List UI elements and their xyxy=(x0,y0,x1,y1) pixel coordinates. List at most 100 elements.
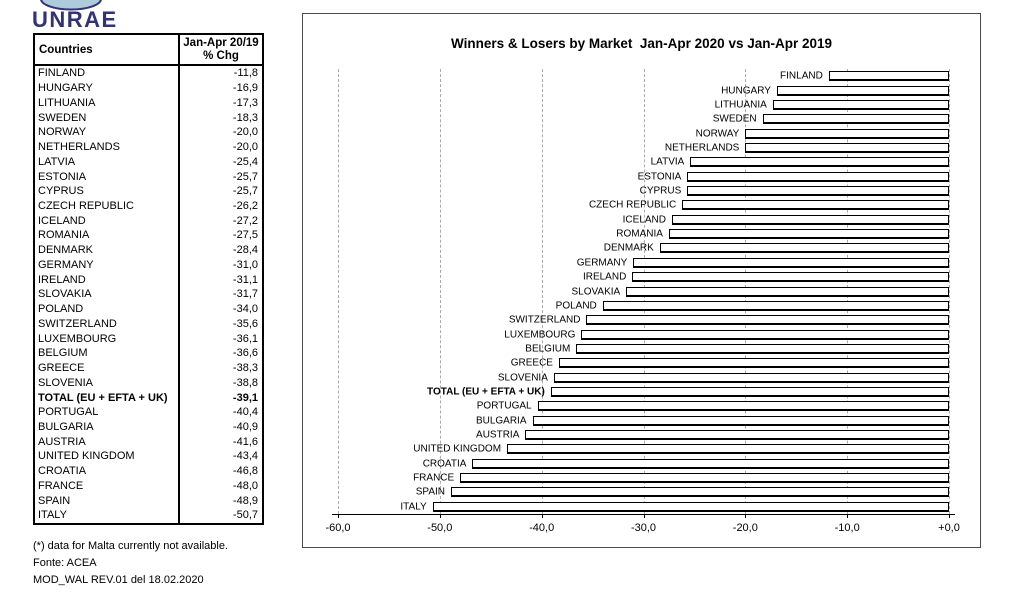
footnote-source: Fonte: ACEA xyxy=(33,557,97,569)
table-row: HUNGARY -16,9 xyxy=(35,80,262,96)
table-row: AUSTRIA -41,6 xyxy=(35,434,262,450)
table-row: SPAIN -48,9 xyxy=(35,493,262,509)
table-cell-value: -28,4 xyxy=(232,244,258,257)
table-cell-value: -16,9 xyxy=(232,82,258,95)
table-cell-country: SLOVENIA xyxy=(35,375,180,391)
x-tick-label: +0,0 xyxy=(938,522,960,534)
bar xyxy=(576,343,949,353)
table-row: UNITED KINGDOM -43,4 xyxy=(35,449,262,464)
bar xyxy=(659,243,949,253)
table-cell-country: SWITZERLAND xyxy=(35,316,180,332)
bar xyxy=(460,473,949,483)
x-tick-label: -40,0 xyxy=(529,522,555,534)
table-cell-country: ITALY xyxy=(35,508,180,523)
footnotes: (*) data for Malta currently not availab… xyxy=(33,538,228,589)
bar xyxy=(672,214,949,224)
bar xyxy=(532,415,949,425)
bar-label: ROMANIA xyxy=(616,228,663,240)
table-row: GREECE -38,3 xyxy=(35,360,262,376)
bar xyxy=(687,186,949,196)
gridline xyxy=(338,69,339,514)
bar xyxy=(507,444,949,454)
table-cell-country: CROATIA xyxy=(35,463,180,479)
bar xyxy=(558,358,949,368)
chart-title: Winners & Losers by Market Jan-Apr 2020 … xyxy=(450,36,833,51)
table-cell-value: -38,3 xyxy=(232,362,258,375)
table-cell-value: -31,7 xyxy=(232,288,258,301)
table-cell-value: -27,5 xyxy=(232,229,258,242)
table-row: NETHERLANDS -20,0 xyxy=(35,139,262,155)
bar-label: IRELAND xyxy=(582,271,627,283)
bar xyxy=(668,229,949,239)
bar xyxy=(451,487,949,497)
bar-label: LITHUANIA xyxy=(714,99,767,111)
bar-label: SWEDEN xyxy=(712,113,757,125)
table-cell-value: -20,0 xyxy=(232,141,258,154)
bar xyxy=(633,257,949,267)
country-table: Countries Jan-Apr 20/19 % Chg FINLAND -11… xyxy=(33,33,264,525)
bar xyxy=(586,315,949,325)
bar-label: BELGIUM xyxy=(525,343,571,355)
x-tick-label: -60,0 xyxy=(325,522,351,534)
table-row: IRELAND -31,1 xyxy=(35,272,262,288)
bar xyxy=(537,401,949,411)
bar-label: LATVIA xyxy=(650,156,685,168)
table-cell-country: LUXEMBOURG xyxy=(35,331,180,346)
x-tick-label: -50,0 xyxy=(427,522,453,534)
bar-chart-frame: Winners & Losers by Market Jan-Apr 2020 … xyxy=(302,13,981,548)
table-row: GERMANY -31,0 xyxy=(35,257,262,273)
unrae-logo-text: UNRAE xyxy=(32,7,118,32)
table-cell-value: -35,6 xyxy=(232,317,258,330)
table-cell-country: HUNGARY xyxy=(35,80,180,96)
footnote-malta: (*) data for Malta currently not availab… xyxy=(33,540,229,552)
gridline xyxy=(541,69,543,514)
bar xyxy=(687,171,949,181)
table-cell-value: -48,0 xyxy=(232,479,258,492)
table-cell-value: -40,4 xyxy=(232,406,258,419)
table-row: POLAND -34,0 xyxy=(35,301,262,317)
bar-label: GERMANY xyxy=(576,257,628,269)
table-cell-value: -48,9 xyxy=(232,494,258,507)
table-cell-value: -17,3 xyxy=(232,96,258,109)
table-row: SLOVENIA -38,8 xyxy=(35,375,262,391)
x-axis-tick xyxy=(643,514,645,518)
bar xyxy=(581,329,949,339)
table-header-chg: Jan-Apr 20/19 % Chg xyxy=(180,35,262,64)
table-cell-value: -18,3 xyxy=(232,111,258,124)
bar-label: HUNGARY xyxy=(721,85,771,97)
table-cell-value: -39,1 xyxy=(232,391,258,404)
bar xyxy=(776,85,949,95)
table-body: FINLAND -11,8 HUNGARY -16,9 LITHUANIA -17,3 SW… xyxy=(35,66,262,523)
table-cell-value: -36,6 xyxy=(232,347,258,360)
table-cell-value: -46,8 xyxy=(232,465,258,478)
table-row: DENMARK -28,4 xyxy=(35,242,262,258)
x-axis-tick xyxy=(338,514,339,518)
gridline xyxy=(439,69,441,514)
table-cell-value: -25,7 xyxy=(232,185,258,198)
unrae-logo: UNRAE xyxy=(24,0,119,32)
bar xyxy=(553,372,949,382)
table-cell-country: POLAND xyxy=(35,301,180,317)
table-row: NORWAY -20,0 xyxy=(35,124,262,140)
bar-label: POLAND xyxy=(555,300,597,312)
table-cell-country: NORWAY xyxy=(35,124,180,140)
bar xyxy=(745,128,949,138)
bar-label: ESTONIA xyxy=(637,171,682,183)
table-cell-country: SWEDEN xyxy=(35,110,180,125)
table-cell-value: -36,1 xyxy=(232,332,258,345)
table-cell-country: ESTONIA xyxy=(35,169,180,184)
table-cell-value: -25,7 xyxy=(232,170,258,183)
table-row: ICELAND -27,2 xyxy=(35,213,262,229)
table-row: BULGARIA -40,9 xyxy=(35,419,262,435)
table-cell-value: -40,9 xyxy=(232,420,258,433)
bar xyxy=(772,99,949,109)
bar-label: FRANCE xyxy=(413,472,455,484)
x-tick-label: -10,0 xyxy=(834,522,860,534)
bar-label: NETHERLANDS xyxy=(664,142,740,154)
table-cell-value: -20,0 xyxy=(232,126,258,139)
bar xyxy=(762,114,949,124)
bar-label: GREECE xyxy=(510,357,553,369)
bar-label: SWITZERLAND xyxy=(508,314,581,326)
unrae-logo-ellipse: UNRAE xyxy=(32,0,118,32)
table-cell-country: TOTAL (EU + EFTA + UK) xyxy=(35,390,180,405)
